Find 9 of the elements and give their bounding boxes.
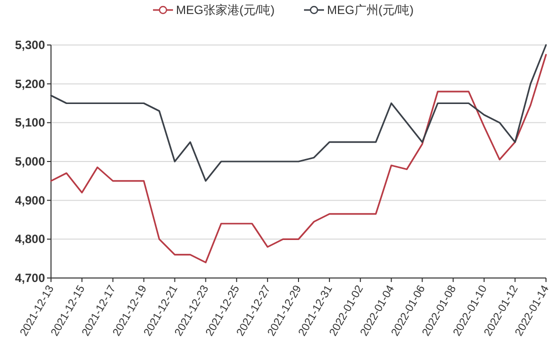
ytick: 5,300: [14, 38, 45, 52]
ytick: 4,800: [14, 232, 45, 246]
ytick: 4,700: [14, 271, 45, 285]
legend-label: MEG张家港(元/吨): [176, 3, 275, 17]
ytick: 5,100: [14, 116, 45, 130]
ytick: 5,000: [14, 154, 45, 168]
legend-label: MEG广州(元/吨): [327, 3, 414, 17]
ytick: 5,200: [14, 76, 45, 91]
ytick: 4,900: [14, 193, 45, 208]
